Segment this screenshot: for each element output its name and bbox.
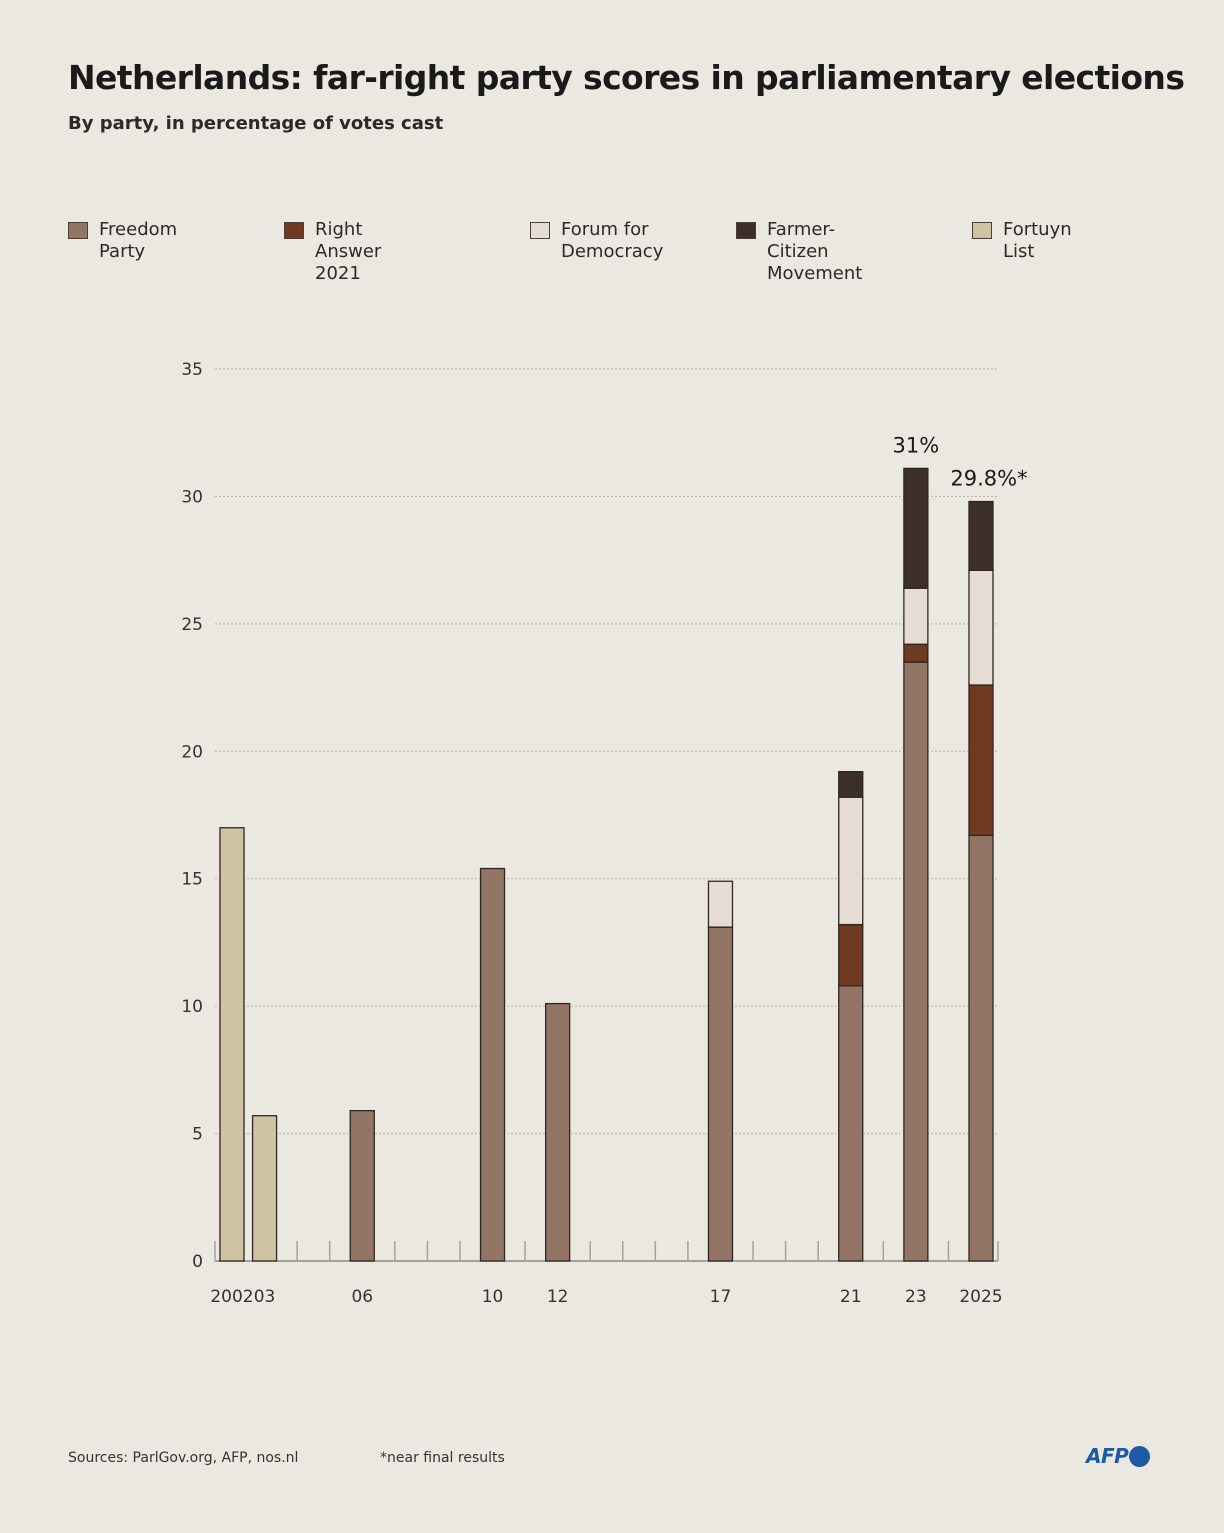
legend-swatch [530, 222, 550, 239]
legend-label: Fortuyn List [1003, 219, 1072, 262]
bar-segment [349, 1109, 375, 1262]
legend-label: Farmer-Citizen Movement [767, 219, 863, 284]
afp-logo: AFP [1086, 1444, 1151, 1468]
bar-segment [903, 661, 929, 1262]
bar-segment [838, 923, 864, 987]
x-tick-label: 2025 [959, 1287, 1002, 1307]
legend-label: Freedom Party [99, 219, 178, 262]
y-tick-label: 25 [181, 615, 203, 635]
afp-logo-text: AFP [1086, 1444, 1129, 1468]
bar-segment [903, 643, 929, 663]
legend-label: Right Answer 2021 [315, 219, 382, 284]
x-tick-label: 03 [254, 1287, 276, 1307]
bar-segment [707, 880, 734, 928]
y-tick-label: 30 [181, 487, 203, 507]
legend-item-farmer-citizen-movement: Farmer-Citizen Movement [736, 219, 862, 285]
chart-subtitle: By party, in percentage of votes cast [68, 113, 444, 134]
bar-segment [219, 827, 245, 1262]
bar-segment [479, 867, 506, 1262]
bar-segment [903, 587, 929, 645]
footnote: *near final results [380, 1450, 505, 1466]
bar-segment [968, 834, 994, 1262]
legend-item-fortuyn-list: Fortuyn List [972, 219, 1072, 263]
bar-segment [968, 684, 994, 837]
chart-title: Netherlands: far-right party scores in p… [68, 58, 1185, 97]
bar-segment [838, 985, 864, 1262]
total-label: 31% [893, 433, 940, 457]
bar-segment [968, 569, 994, 686]
bar-segment [838, 796, 864, 926]
bar-segment [707, 926, 734, 1262]
afp-logo-dot-icon [1129, 1445, 1151, 1467]
bar-segment [838, 771, 864, 798]
legend-label: Forum for Democracy [561, 219, 664, 262]
x-tick-label: 21 [840, 1287, 862, 1307]
legend-swatch [284, 222, 304, 239]
x-tick-label: 2002 [210, 1287, 253, 1307]
x-tick-label: 10 [482, 1287, 504, 1307]
x-tick-label: 17 [710, 1287, 732, 1307]
y-tick-label: 10 [181, 997, 203, 1017]
y-tick-label: 20 [181, 742, 203, 762]
bar-segment [545, 1002, 571, 1262]
legend-swatch [736, 222, 756, 239]
x-tick-label: 06 [351, 1287, 373, 1307]
x-tick-label: 12 [547, 1287, 569, 1307]
y-tick-label: 35 [181, 360, 203, 380]
y-tick-label: 5 [192, 1125, 203, 1145]
bar-segment [968, 500, 994, 571]
legend-item-freedom-party: Freedom Party [68, 219, 177, 263]
y-tick-label: 0 [192, 1252, 203, 1272]
legend-item-right-answer-2021: Right Answer 2021 [284, 219, 381, 285]
bar-segment [903, 467, 929, 589]
sources-note: Sources: ParlGov.org, AFP, nos.nl [68, 1450, 299, 1466]
legend-swatch [972, 222, 992, 239]
legend-swatch [68, 222, 88, 239]
total-label: 29.8%* [950, 467, 1027, 491]
legend-item-forum-for-democracy: Forum for Democracy [530, 219, 663, 263]
bar-segment [251, 1115, 278, 1262]
y-tick-label: 15 [181, 870, 203, 890]
x-tick-label: 23 [905, 1287, 927, 1307]
